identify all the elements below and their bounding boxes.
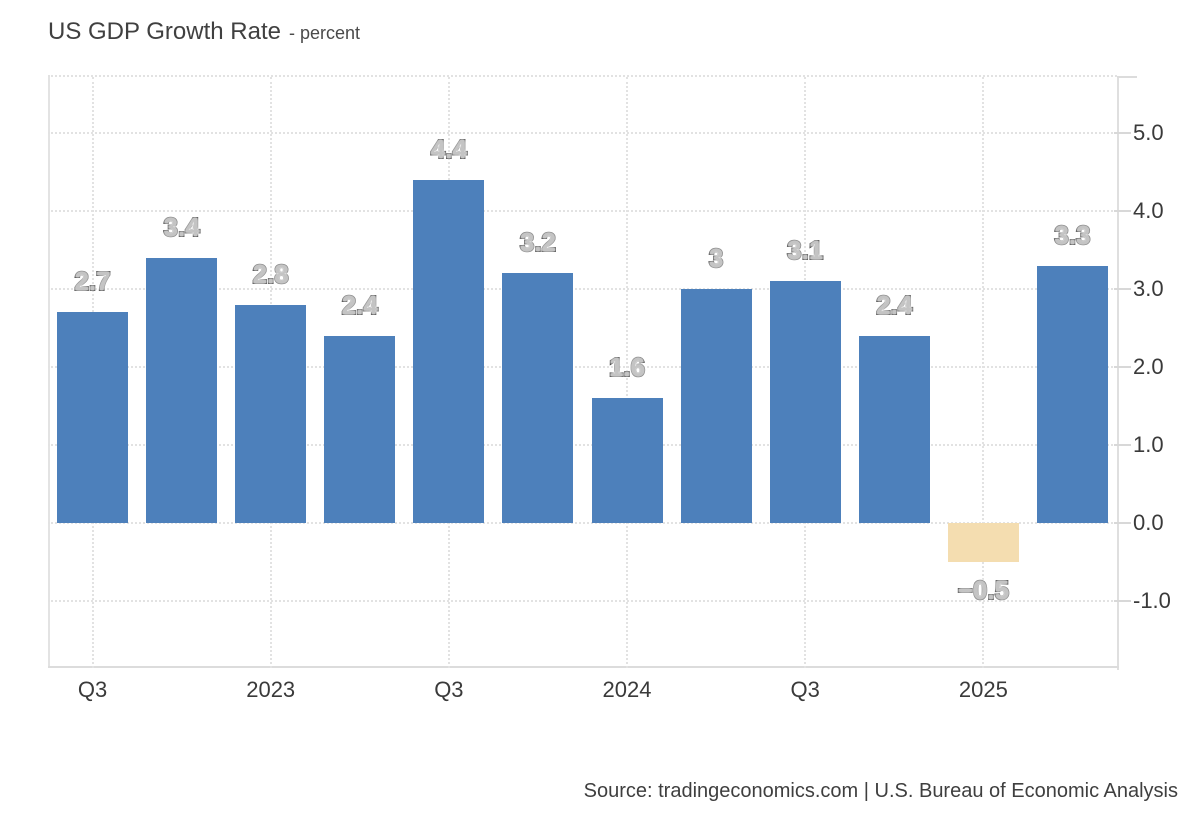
- y-axis-tick: [1114, 288, 1131, 290]
- chart-title: US GDP Growth Rate: [48, 18, 281, 45]
- x-axis-label: Q3: [434, 677, 464, 702]
- y-axis-label: -1.0: [1133, 588, 1171, 613]
- y-axis-label: 3.0: [1133, 276, 1164, 301]
- y-axis-label: 2.0: [1133, 354, 1164, 379]
- horizontal-gridline: [48, 444, 1117, 446]
- horizontal-gridline: [48, 600, 1117, 602]
- y-axis-tick: [1114, 132, 1131, 134]
- bar-value-label: 2.7: [73, 265, 111, 297]
- y-axis-tick: [1114, 600, 1131, 602]
- bar-value-label: 1.6: [608, 351, 646, 383]
- bar-value-label: 4.4: [430, 133, 468, 165]
- x-axis-label: 2023: [246, 677, 296, 702]
- bar-value-label: 2.4: [341, 289, 379, 321]
- plot-left-border: [48, 77, 50, 668]
- y-axis-label: 1.0: [1133, 432, 1164, 457]
- plot-area: 2.7 3.4 2.8 2.4 4.4 3.2 1.6 3 3.1 2.4 −0.5 3.3: [48, 77, 1117, 668]
- bar-2024-Q4[interactable]: [858, 335, 930, 523]
- bar-value-label: 3.2: [519, 226, 557, 258]
- bar-value-label: 2.8: [252, 258, 290, 290]
- bar-2024-Q1[interactable]: [591, 398, 663, 523]
- horizontal-gridline: [48, 366, 1117, 368]
- horizontal-gridline: [48, 210, 1117, 212]
- bar-2024-Q3[interactable]: [769, 281, 841, 523]
- horizontal-gridline: [48, 522, 1117, 524]
- chart-header: US GDP Growth Rate - percent: [48, 18, 360, 46]
- bar-2023-Q4[interactable]: [502, 273, 574, 523]
- x-axis-label: Q3: [77, 677, 108, 702]
- y-axis-tick: [1114, 444, 1131, 446]
- bar-2025-Q1[interactable]: [947, 523, 1019, 562]
- bar-value-label: 3.3: [1053, 219, 1091, 251]
- bar-2023-Q2[interactable]: [324, 335, 396, 523]
- bar-2024-Q2[interactable]: [680, 289, 752, 523]
- bar-value-label: 2.4: [875, 289, 913, 321]
- bar-2025-Q2[interactable]: [1036, 265, 1108, 523]
- y-axis-tick: [1114, 366, 1131, 368]
- y-axis-label: 4.0: [1133, 198, 1164, 223]
- y-axis-top-tick: [1117, 76, 1137, 78]
- horizontal-gridline: [48, 132, 1117, 134]
- bar-2022-Q3[interactable]: [57, 312, 129, 523]
- y-axis-tick: [1114, 522, 1131, 524]
- y-axis-line: [1117, 77, 1119, 670]
- horizontal-gridline: [48, 288, 1117, 290]
- chart-subtitle: - percent: [288, 23, 361, 43]
- bar-value-label: 3.4: [163, 211, 201, 243]
- vertical-gridline: [982, 77, 985, 668]
- y-axis-label: 0.0: [1133, 510, 1164, 535]
- source-attribution: Source: tradingeconomics.com | U.S. Bure…: [583, 780, 1178, 802]
- x-axis-label: 2024: [602, 677, 652, 702]
- x-axis-line: [48, 666, 1119, 668]
- bar-2023-Q1[interactable]: [235, 304, 307, 523]
- y-axis-tick: [1114, 210, 1131, 212]
- x-axis-label: 2025: [958, 677, 1008, 702]
- x-axis-label: Q3: [790, 677, 820, 702]
- bar-2022-Q4[interactable]: [146, 257, 218, 523]
- bar-value-label: −0.5: [957, 574, 1010, 606]
- y-axis-label: 5.0: [1133, 120, 1164, 145]
- bar-value-label: 3: [708, 242, 725, 274]
- bar-value-label: 3.1: [786, 234, 824, 266]
- bar-2023-Q3[interactable]: [413, 179, 485, 523]
- plot-top-border: [48, 75, 1117, 77]
- vertical-gridline: [626, 77, 629, 668]
